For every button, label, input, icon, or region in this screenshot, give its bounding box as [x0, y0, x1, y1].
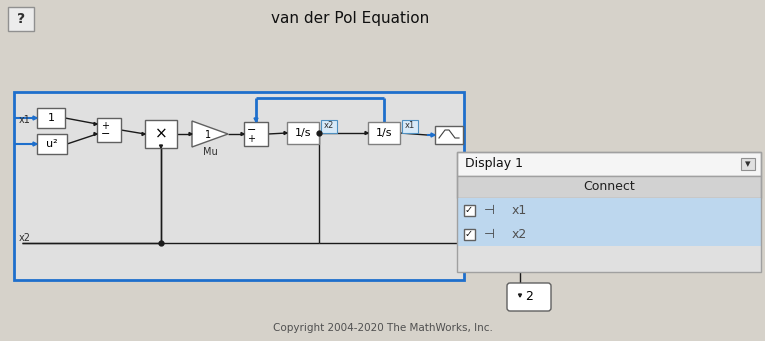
Text: ⊣: ⊣	[483, 204, 494, 217]
Bar	[457, 198, 761, 222]
Bar	[402, 120, 418, 133]
Bar	[741, 158, 755, 170]
Text: +: +	[247, 134, 255, 144]
Text: −: −	[247, 125, 256, 135]
Bar	[287, 122, 319, 144]
Bar	[37, 134, 67, 154]
Polygon shape	[365, 132, 368, 134]
Polygon shape	[94, 122, 97, 125]
Text: Copyright 2004-2020 The MathWorks, Inc.: Copyright 2004-2020 The MathWorks, Inc.	[273, 323, 493, 333]
Text: Connect: Connect	[583, 180, 635, 193]
Polygon shape	[254, 118, 258, 122]
Text: Mu: Mu	[203, 147, 217, 157]
Bar	[145, 120, 177, 148]
Bar	[368, 122, 400, 144]
Bar	[435, 126, 463, 144]
Polygon shape	[189, 133, 192, 135]
Text: van der Pol Equation: van der Pol Equation	[271, 11, 429, 26]
Bar	[457, 246, 761, 272]
Polygon shape	[159, 145, 162, 148]
Text: −: −	[101, 129, 110, 139]
Text: +: +	[101, 121, 109, 131]
Text: x1: x1	[19, 115, 31, 125]
Bar	[457, 176, 761, 198]
Text: ×: ×	[155, 127, 168, 142]
Text: x2: x2	[324, 121, 334, 131]
Bar	[14, 92, 464, 280]
Bar	[8, 7, 34, 31]
Text: x2: x2	[19, 233, 31, 243]
FancyBboxPatch shape	[507, 283, 551, 311]
Text: Display 1: Display 1	[465, 158, 523, 170]
Text: 1/s: 1/s	[295, 128, 311, 138]
Bar	[244, 122, 268, 146]
Text: 1: 1	[47, 113, 54, 123]
Text: ▾: ▾	[745, 159, 750, 169]
Text: u²: u²	[46, 139, 58, 149]
Polygon shape	[33, 116, 37, 120]
Polygon shape	[192, 121, 228, 147]
Text: 2: 2	[525, 291, 533, 303]
Bar	[464, 229, 475, 240]
Bar	[37, 108, 65, 128]
Bar	[457, 222, 761, 246]
Text: ✓: ✓	[465, 229, 473, 239]
Polygon shape	[33, 142, 37, 146]
Polygon shape	[94, 133, 97, 135]
Text: x1: x1	[405, 121, 415, 131]
Bar	[457, 152, 761, 176]
Polygon shape	[284, 132, 287, 134]
Text: ✓: ✓	[465, 205, 473, 215]
Text: 1: 1	[205, 130, 211, 140]
Text: ?: ?	[17, 12, 25, 26]
Bar	[97, 118, 121, 142]
Bar	[457, 152, 761, 272]
Bar	[321, 120, 337, 133]
Text: x2: x2	[512, 227, 527, 240]
Polygon shape	[431, 133, 435, 137]
Polygon shape	[142, 133, 145, 135]
Polygon shape	[241, 133, 244, 135]
Polygon shape	[519, 294, 522, 297]
Bar	[464, 205, 475, 216]
Text: x1: x1	[512, 204, 527, 217]
Text: ⊣: ⊣	[483, 227, 494, 240]
Text: 1/s: 1/s	[376, 128, 392, 138]
